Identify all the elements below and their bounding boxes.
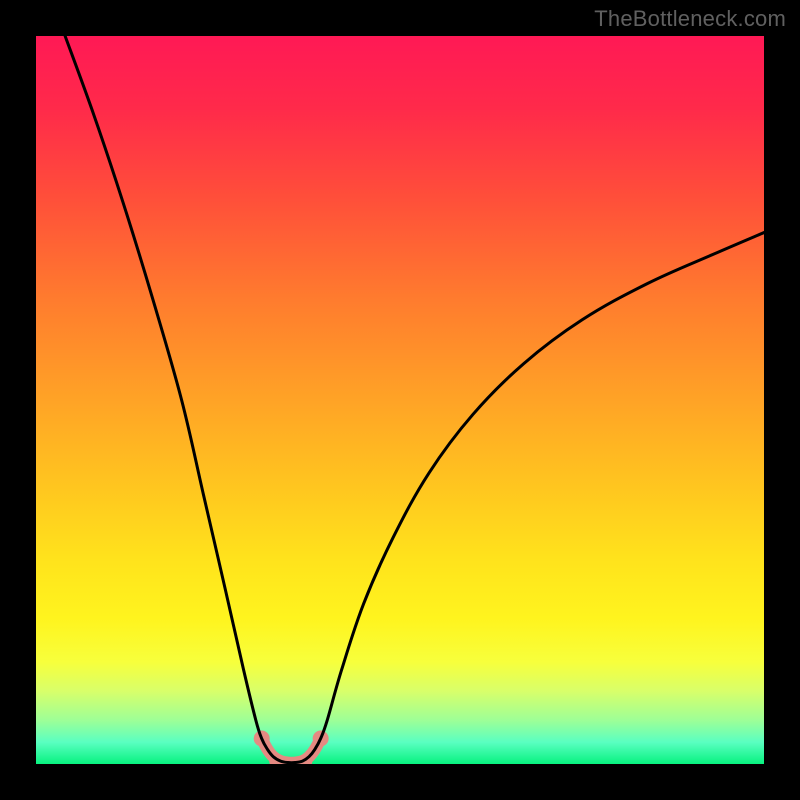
bottleneck-curve xyxy=(65,36,764,763)
gradient-plot-area xyxy=(36,36,764,764)
chart-container: TheBottleneck.com xyxy=(0,0,800,800)
watermark-text: TheBottleneck.com xyxy=(594,6,786,32)
curve-layer xyxy=(36,36,764,764)
